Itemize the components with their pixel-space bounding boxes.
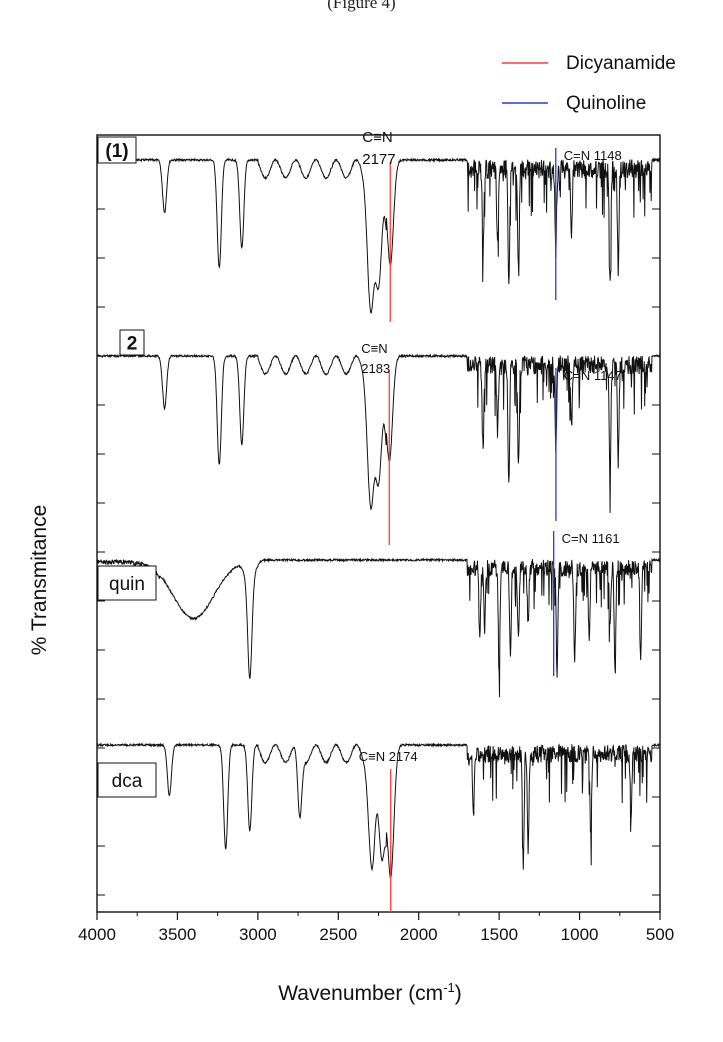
x-axis-label-sup: -1 — [443, 980, 455, 995]
x-axis-label: Wavenumber (cm-1) — [278, 980, 462, 1005]
x-axis-label-main: Wavenumber (cm — [278, 982, 443, 1005]
spectra-group — [96, 157, 661, 879]
series-labels: (1) 2 quin dca — [97, 136, 157, 798]
spectrum-line-2 — [96, 353, 661, 513]
legend-label-quinoline: Quinoline — [566, 93, 646, 114]
spectrum-line-dca — [96, 742, 661, 879]
x-tick-label: 2000 — [400, 925, 438, 944]
x-tick-label: 3000 — [239, 925, 277, 944]
y-axis-label: % Transmitance — [28, 505, 51, 656]
legend: Dicyanamide Quinoline — [502, 53, 676, 114]
annotation-label: C≡N — [362, 129, 392, 146]
annotation-label: C≡N 2174 — [359, 749, 418, 764]
figure-caption: (Figure 4) — [327, 0, 396, 12]
x-axis-label-close: ) — [455, 982, 462, 1005]
plot-frame — [96, 134, 661, 913]
x-axis-ticks: 4000 3500 3000 2500 2000 1500 1000 500 — [78, 159, 674, 944]
series-label: dca — [112, 771, 143, 792]
plot-border — [96, 134, 661, 913]
x-tick-label: 1000 — [561, 925, 599, 944]
x-tick-label: 4000 — [78, 925, 116, 944]
annotation-label: C=N 1161 — [562, 531, 620, 546]
spectrum-line-quin — [96, 557, 661, 698]
legend-label-dicyanamide: Dicyanamide — [566, 53, 676, 74]
spectrum-line-1 — [96, 157, 661, 314]
x-tick-label: 500 — [646, 925, 674, 944]
series-label-box — [97, 565, 157, 601]
reference-lines — [388, 148, 557, 912]
annotation-value: 2183 — [361, 361, 390, 376]
series-label: quin — [109, 574, 145, 595]
series-label-box — [97, 762, 157, 798]
annotation-value: 2177 — [362, 151, 395, 168]
annotation-label: C=N 1147 — [564, 368, 622, 383]
series-label: (1) — [105, 141, 128, 162]
annotations: C≡N 2177 C=N 1148 C≡N 2183 C=N 1147 C=N 1161 C≡… — [359, 129, 622, 764]
series-label-box — [97, 136, 137, 164]
x-tick-label: 3500 — [159, 925, 197, 944]
series-label: 2 — [127, 334, 138, 355]
annotation-label: C=N 1148 — [564, 148, 622, 163]
series-label-box — [119, 329, 145, 356]
x-tick-label: 2500 — [319, 925, 357, 944]
x-tick-label: 1500 — [480, 925, 518, 944]
annotation-label: C≡N — [361, 341, 387, 356]
